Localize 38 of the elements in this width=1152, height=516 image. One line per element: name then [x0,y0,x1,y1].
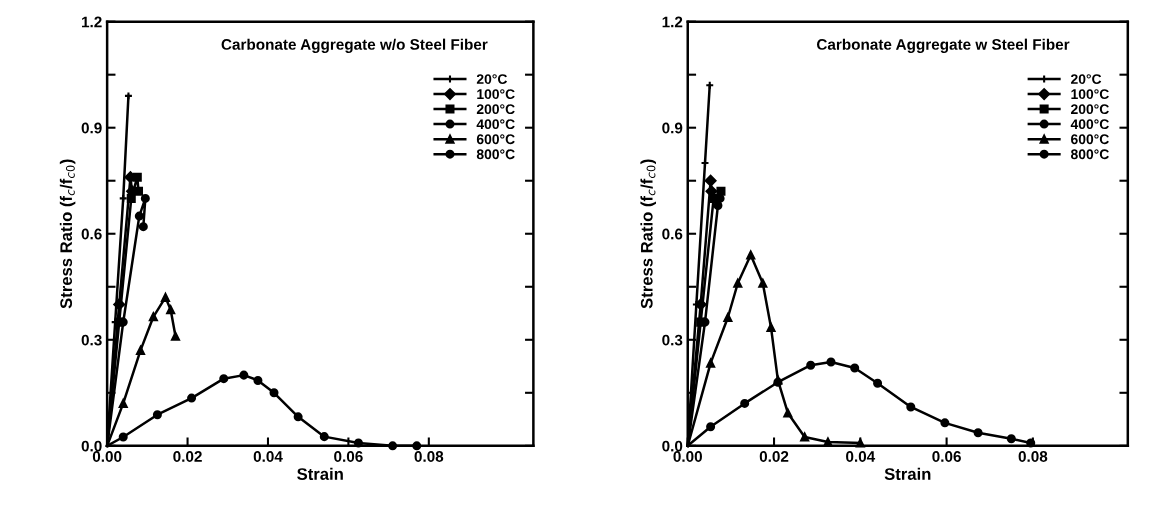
legend-label: 800°C [476,149,515,160]
x-tick-label: 0.04 [253,451,283,462]
y-tick-label: 0.3 [662,334,683,346]
y-axis-title: Stress Ratio (f$_{c}$/f$_{c0}$) [640,159,656,309]
legend-label: 800°C [1070,149,1109,160]
y-tick-label: 1.2 [662,16,683,28]
x-axis-title: Strain [297,467,343,480]
y-tick-label: 0.9 [81,122,102,134]
text: Carbonate Aggregate w/o Steel Fiber [221,38,488,53]
y-tick-label: 0.6 [662,228,683,240]
y-tick-label: 0.0 [662,440,683,452]
x-tick-label: 0.02 [173,451,202,462]
x-tick-label: 0.06 [334,451,363,462]
x-tick-label: 0.00 [673,451,702,462]
x-tick-label: 0.00 [92,451,122,462]
y-tick-label: 0.9 [662,122,683,134]
text: Carbonate Aggregate w Steel Fiber [816,38,1070,53]
y-tick-label: 0.6 [81,228,102,240]
legend-label: 600°C [476,134,515,145]
legend-label: 100°C [1071,89,1109,100]
x-tick-label: 0.08 [414,451,444,462]
legend-label: 400°C [1070,119,1109,130]
y-tick-label: 1.2 [82,16,102,28]
x-tick-label: 0.06 [932,451,961,462]
legend-label: 200°C [1071,104,1109,115]
legend-label: 20°C [1071,74,1102,85]
legend-label: 20°C [476,74,508,85]
x-tick-label: 0.04 [846,451,876,462]
legend-label: 100°C [477,89,515,100]
legend-label: 400°C [476,119,515,130]
x-tick-label: 0.02 [759,451,789,462]
y-axis-title: Stress Ratio (f$_{c}$/f$_{c0}$) [59,159,76,309]
x-tick-label: 0.08 [1018,451,1048,462]
y-tick-label: 0.3 [81,334,102,346]
legend-label: 200°C [476,104,515,115]
x-axis-title: Strain [884,467,931,480]
legend-label: 600°C [1071,134,1109,145]
y-tick-label: 0.0 [81,440,102,452]
